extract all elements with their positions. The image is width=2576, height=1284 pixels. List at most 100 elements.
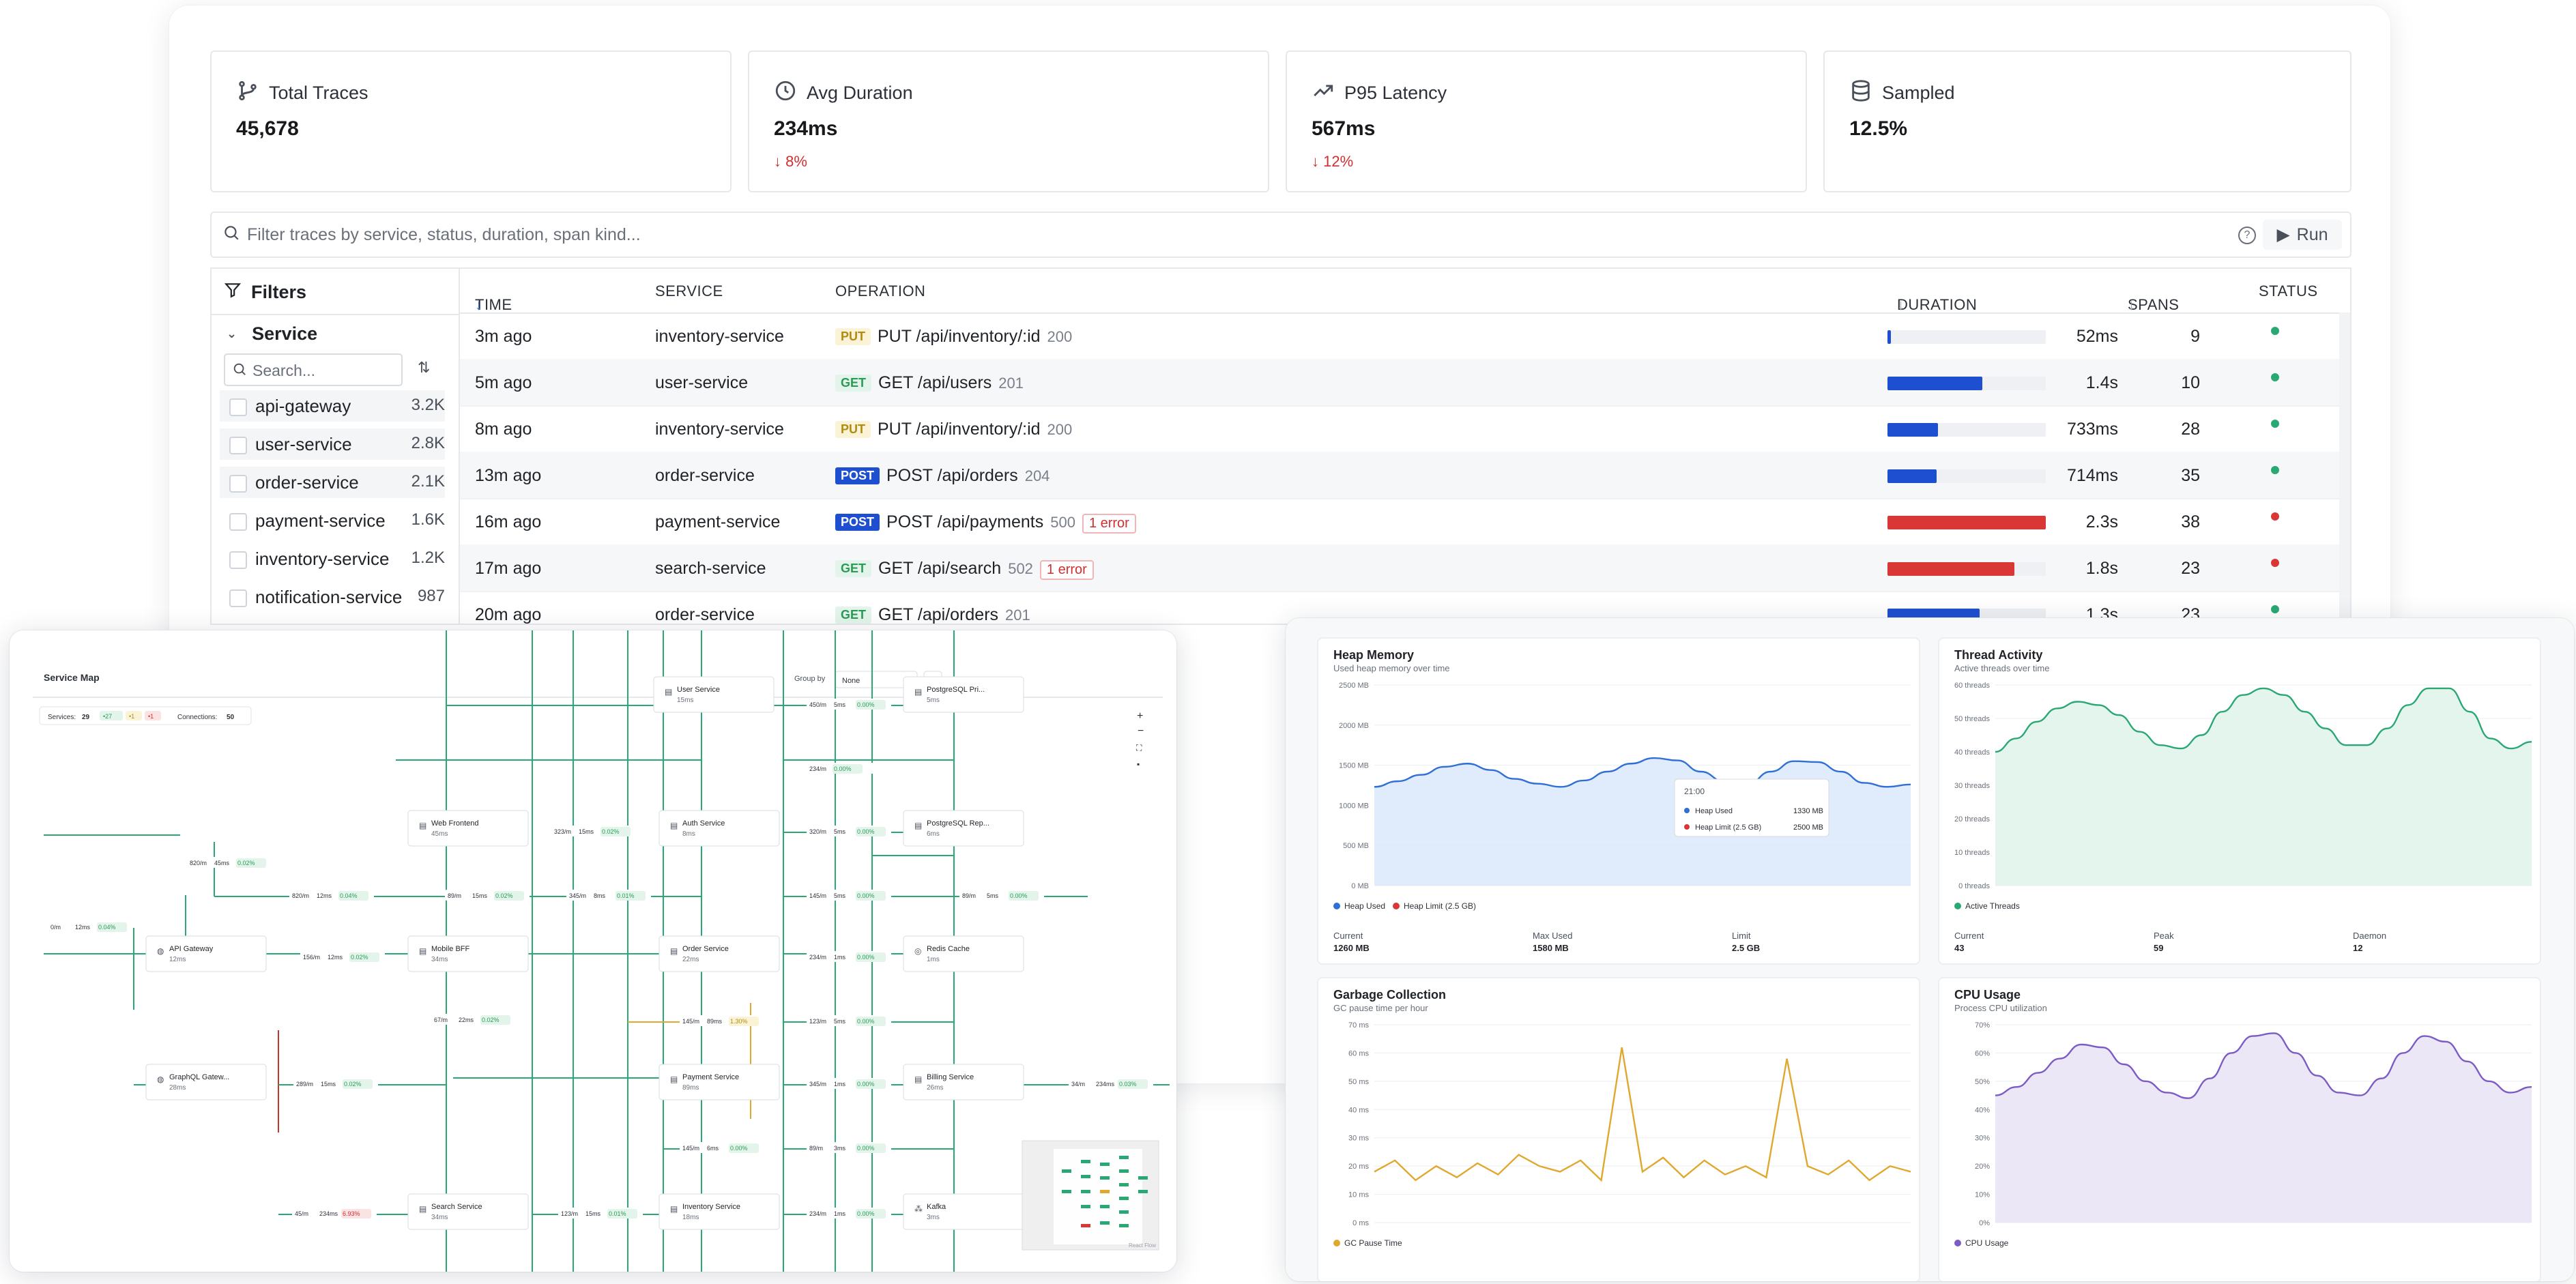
service-node[interactable]: ▤ PostgreSQL Pri... 5ms [903, 676, 1024, 713]
filter-option[interactable]: payment-service 1.6K [220, 505, 445, 536]
service-node[interactable]: ◎ Redis Cache 1ms [903, 935, 1024, 972]
table-row[interactable]: 3m ago inventory-service PUT PUT /api/inven… [460, 312, 2350, 360]
filter-option[interactable]: api-gateway 3.2K [220, 390, 445, 422]
table-scrollbar[interactable] [2339, 312, 2350, 624]
checkbox[interactable] [229, 551, 247, 569]
status-code: 200 [1047, 421, 1073, 438]
service-node[interactable]: ▤ Web Frontend 45ms [407, 810, 529, 847]
tooltip-label: Heap Used [1695, 807, 1733, 815]
filter-option[interactable]: order-service 2.1K [220, 467, 445, 498]
cell-service: inventory-service [655, 327, 784, 346]
service-node[interactable]: ◍ API Gateway 12ms [145, 935, 267, 972]
status-dot [2271, 605, 2279, 613]
healthy-count: •27 [103, 713, 112, 720]
service-node-box[interactable] [145, 1064, 267, 1100]
edge-rate: 145/m [682, 1145, 699, 1152]
table-row[interactable]: 5m ago user-service GET GET /api/users 201 1.… [460, 359, 2350, 407]
stat-value: 567ms [1312, 117, 1376, 140]
service-node[interactable]: ▤ Inventory Service 18ms [659, 1193, 780, 1230]
edge-error-badge [729, 1143, 759, 1153]
help-icon[interactable]: ? [2238, 227, 2256, 244]
service-node-box[interactable] [407, 1193, 529, 1230]
service-node[interactable]: ▤ Billing Service 26ms [903, 1064, 1024, 1100]
service-icon: ⁂ [914, 1204, 923, 1214]
checkbox[interactable] [229, 589, 247, 607]
table-row[interactable]: 8m ago inventory-service PUT PUT /api/inven… [460, 405, 2350, 453]
stat-label: P95 Latency [1344, 83, 1447, 103]
table-row[interactable]: 17m ago search-service GET GET /api/search 5… [460, 544, 2350, 592]
col-service[interactable]: SERVICE [655, 282, 723, 300]
col-status[interactable]: STATUS [2259, 282, 2318, 300]
service-node-box[interactable] [659, 810, 780, 847]
metric-stat-value: 1260 MB [1333, 943, 1370, 953]
edge-rate: 345/m [809, 1081, 826, 1088]
service-node-latency: 5ms [927, 697, 940, 704]
stat-value: 45,678 [236, 117, 299, 140]
service-icon: ▤ [670, 821, 678, 830]
cell-operation: GET GET /api/orders 201 [835, 605, 1030, 624]
service-node[interactable]: ▤ Order Service 22ms [659, 935, 780, 972]
service-node-box[interactable] [903, 810, 1024, 847]
cell-service: order-service [655, 466, 755, 485]
filter-option[interactable]: inventory-service 1.2K [220, 543, 445, 574]
service-node[interactable]: ▤ PostgreSQL Rep... 6ms [903, 810, 1024, 847]
edge-error-rate: 1.30% [730, 1018, 748, 1025]
cell-operation: PUT PUT /api/inventory/:id 200 [835, 420, 1072, 439]
filter-search-input[interactable]: Search... [224, 353, 403, 386]
metric-chart[interactable]: 60 threads 50 threads 40 threads 30 threads… [1939, 639, 2540, 963]
edge-rate: 34/m [1071, 1081, 1085, 1088]
filter-icon [224, 281, 242, 304]
service-node-name: Kafka [927, 1203, 946, 1211]
edge-error-badge [1118, 1079, 1148, 1089]
service-node[interactable]: ◍ GraphQL Gatew... 28ms [145, 1064, 267, 1100]
service-node[interactable]: ▤ Auth Service 8ms [659, 810, 780, 847]
service-node-box[interactable] [145, 935, 267, 972]
cell-time: 20m ago [475, 605, 542, 624]
service-node-box[interactable] [903, 935, 1024, 972]
service-node-box[interactable] [407, 810, 529, 847]
search-input[interactable]: Filter traces by service, status, durati… [247, 225, 641, 244]
stat-card-sampled: Sampled 12.5% [1823, 50, 2351, 192]
trace-filter-search[interactable]: Filter traces by service, status, durati… [210, 211, 2351, 258]
service-node-box[interactable] [903, 1064, 1024, 1100]
metric-chart[interactable]: 70% 60% 50% 40% 30% 20% 10% 0% CPU Usage [1939, 978, 2540, 1281]
col-operation[interactable]: OPERATION [835, 282, 926, 300]
stat-value: 12.5% [1849, 117, 1908, 140]
service-node-box[interactable] [659, 1064, 780, 1100]
service-node-box[interactable] [407, 935, 529, 972]
checkbox[interactable] [229, 513, 247, 531]
service-node-box[interactable] [903, 676, 1024, 713]
cell-duration: 1.8s [2085, 559, 2118, 578]
service-node[interactable]: ⁂ Kafka 3ms [903, 1193, 1024, 1230]
service-node-latency: 15ms [677, 697, 693, 704]
service-node[interactable]: ▤ Search Service 34ms [407, 1193, 529, 1230]
service-node-box[interactable] [659, 1193, 780, 1230]
service-node[interactable]: ▤ User Service 15ms [653, 676, 775, 713]
service-node-box[interactable] [653, 676, 775, 713]
stat-label: Sampled [1882, 83, 1955, 103]
run-button[interactable]: ▶ Run [2263, 220, 2342, 250]
checkbox[interactable] [229, 437, 247, 454]
checkbox[interactable] [229, 398, 247, 416]
service-node-latency: 28ms [169, 1084, 186, 1092]
service-node[interactable]: ▤ Payment Service 89ms [659, 1064, 780, 1100]
metric-stat: Current 43 [1954, 931, 1984, 953]
service-node[interactable]: ▤ Mobile BFF 34ms [407, 935, 529, 972]
service-node-box[interactable] [659, 935, 780, 972]
filter-option[interactable]: notification-service 987 [220, 581, 445, 613]
minimap-node [1100, 1221, 1110, 1225]
sort-icon[interactable]: ⇅ [418, 359, 431, 376]
service-node-latency: 1ms [927, 956, 940, 963]
cell-duration: 2.3s [2085, 512, 2118, 531]
checkbox[interactable] [229, 475, 247, 493]
tooltip-swatch [1684, 808, 1690, 813]
filter-section-service[interactable]: ⌄ Service [227, 323, 317, 345]
edge-error-badge [856, 700, 886, 710]
filter-option[interactable]: user-service 2.8K [220, 428, 445, 460]
table-row[interactable]: 16m ago payment-service POST POST /api/paym… [460, 498, 2350, 546]
operation-path: POST /api/orders [886, 466, 1018, 485]
table-row[interactable]: 13m ago order-service POST POST /api/orders… [460, 452, 2350, 499]
